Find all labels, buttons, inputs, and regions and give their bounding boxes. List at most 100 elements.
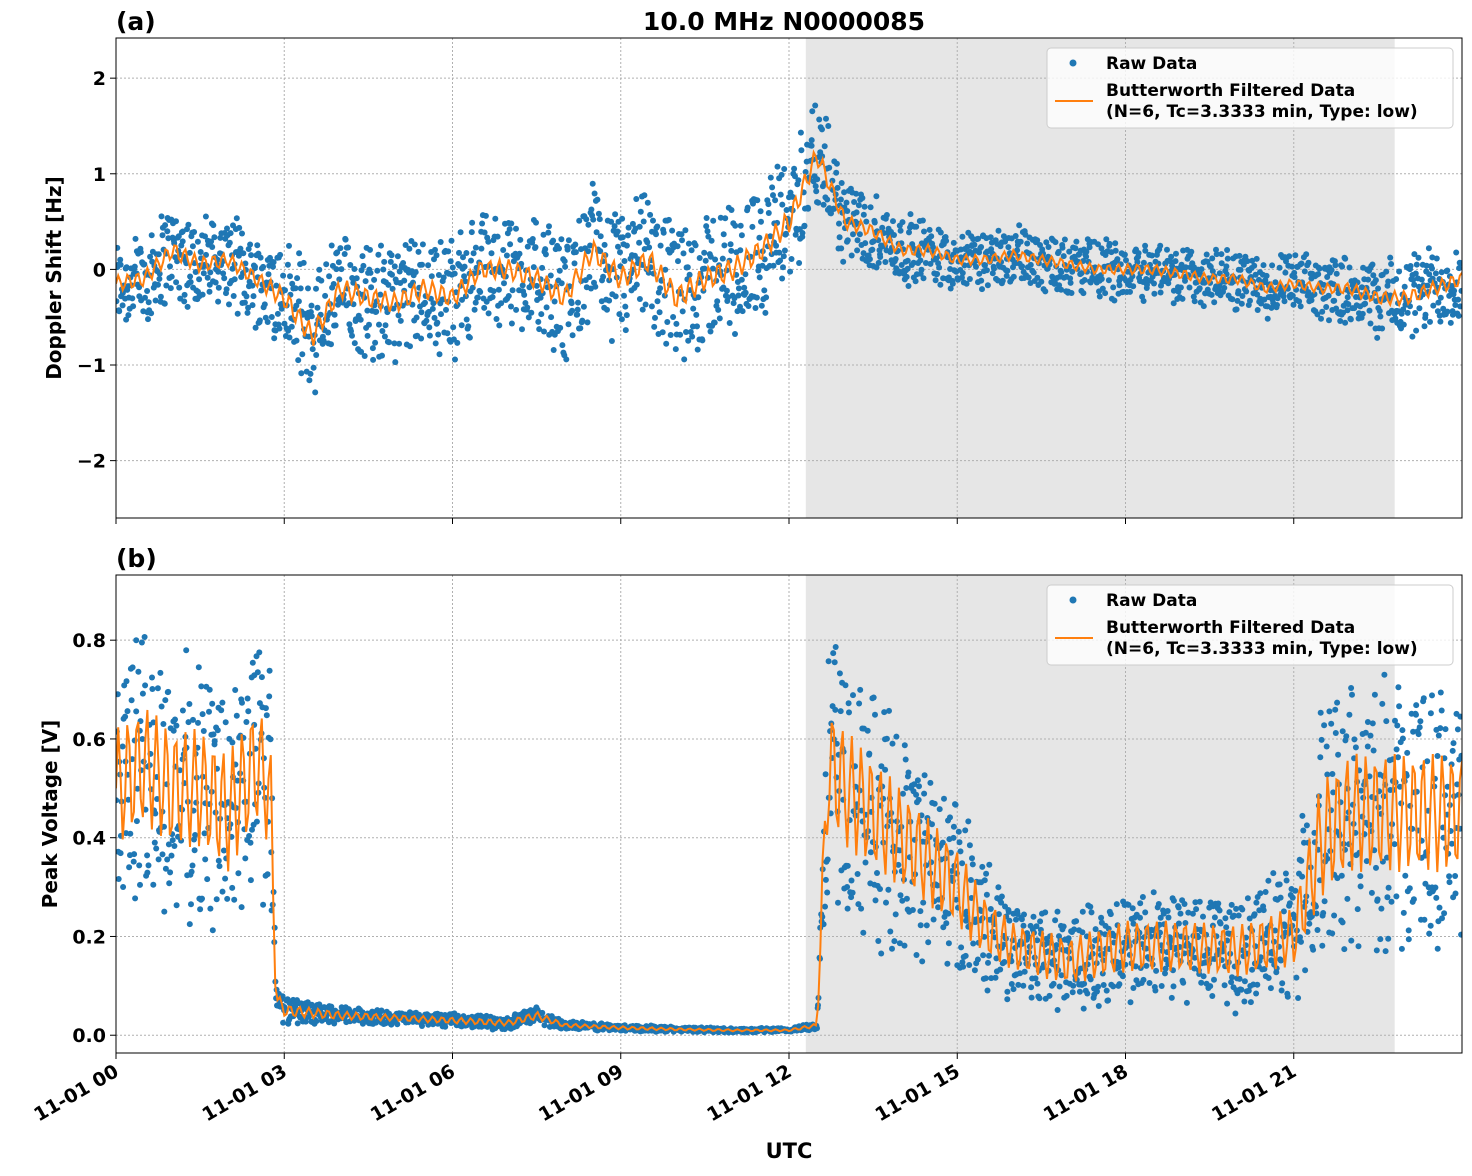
raw-data-point — [351, 340, 358, 347]
raw-data-point — [152, 297, 159, 304]
raw-data-point — [155, 856, 162, 863]
raw-data-point — [256, 317, 263, 324]
raw-data-point — [948, 868, 955, 874]
raw-data-point — [381, 333, 388, 340]
raw-data-point — [1158, 983, 1165, 989]
raw-data-point — [1191, 965, 1198, 972]
raw-data-point — [1362, 729, 1369, 736]
raw-data-point — [843, 199, 850, 206]
raw-data-point — [376, 321, 382, 328]
raw-data-point — [737, 222, 744, 229]
raw-data-point — [1175, 920, 1182, 927]
raw-data-point — [357, 316, 364, 323]
raw-data-point — [124, 708, 131, 715]
raw-data-point — [1119, 973, 1126, 980]
raw-data-point — [305, 285, 311, 292]
raw-data-point — [1182, 264, 1189, 271]
raw-data-point — [669, 227, 676, 234]
raw-data-point — [196, 276, 203, 283]
raw-data-point — [586, 274, 593, 280]
legend-entry: Raw Data — [1106, 54, 1197, 74]
raw-data-point — [1084, 990, 1091, 997]
raw-data-point — [186, 701, 193, 707]
raw-data-point — [428, 273, 435, 280]
raw-data-point — [866, 750, 873, 757]
raw-data-point — [249, 659, 256, 666]
raw-data-point — [136, 284, 143, 291]
raw-data-point — [1430, 302, 1437, 309]
raw-data-point — [295, 357, 302, 364]
raw-data-point — [695, 294, 702, 301]
raw-data-point — [1422, 311, 1429, 318]
raw-data-point — [918, 266, 925, 273]
raw-data-point — [479, 220, 486, 227]
raw-data-point — [571, 260, 578, 267]
raw-data-point — [1338, 872, 1345, 879]
raw-data-point — [1381, 671, 1388, 678]
raw-data-point — [323, 261, 330, 268]
raw-data-point — [680, 250, 687, 257]
raw-data-point — [1088, 909, 1095, 916]
raw-data-point — [824, 856, 831, 863]
raw-data-point — [654, 223, 661, 230]
raw-data-point — [915, 796, 922, 803]
raw-data-point — [930, 244, 936, 251]
raw-data-point — [722, 215, 729, 222]
raw-data-point — [333, 266, 340, 273]
raw-data-point — [1367, 320, 1374, 327]
raw-data-point — [313, 1018, 320, 1025]
raw-data-point — [239, 699, 245, 706]
raw-data-point — [1441, 910, 1448, 917]
raw-data-point — [1340, 309, 1347, 316]
raw-data-point — [1437, 725, 1444, 732]
raw-data-point — [257, 254, 264, 261]
raw-data-point — [1368, 889, 1375, 896]
raw-data-point — [150, 719, 157, 726]
raw-data-point — [1241, 998, 1248, 1005]
raw-data-point — [738, 276, 745, 283]
x-axis-label: UTC — [766, 1139, 813, 1163]
raw-data-point — [1244, 258, 1251, 265]
raw-data-point — [1288, 263, 1295, 270]
raw-data-point — [937, 229, 944, 236]
raw-data-point — [535, 318, 542, 325]
raw-data-point — [958, 274, 965, 281]
raw-data-point — [1121, 251, 1128, 258]
raw-data-point — [1042, 909, 1049, 916]
raw-data-point — [394, 253, 401, 260]
raw-data-point — [878, 950, 885, 957]
raw-data-point — [1189, 910, 1196, 917]
x-tick-label: 11-01 00 — [30, 1060, 122, 1126]
raw-data-point — [773, 242, 780, 249]
raw-data-point — [1248, 274, 1254, 280]
raw-data-point — [138, 639, 145, 646]
raw-data-point — [1053, 942, 1060, 949]
raw-data-point — [154, 796, 161, 802]
raw-data-point — [1318, 736, 1325, 743]
raw-data-point — [1055, 248, 1062, 255]
raw-data-point — [360, 262, 367, 269]
raw-data-point — [169, 837, 176, 844]
raw-data-point — [889, 740, 896, 747]
raw-data-point — [294, 275, 301, 282]
raw-data-point — [959, 860, 966, 867]
raw-data-point — [1030, 269, 1037, 276]
raw-data-point — [692, 242, 699, 249]
raw-data-point — [1018, 916, 1025, 923]
raw-data-point — [366, 321, 372, 328]
raw-data-point — [270, 259, 277, 266]
raw-data-point — [1366, 307, 1373, 314]
raw-data-point — [271, 335, 278, 342]
raw-data-point — [176, 284, 183, 291]
raw-data-point — [1296, 298, 1303, 305]
raw-data-point — [992, 974, 999, 981]
raw-data-point — [1143, 962, 1150, 969]
raw-data-point — [1054, 1007, 1061, 1013]
raw-data-point — [808, 142, 815, 149]
raw-data-point — [1391, 841, 1398, 848]
y-axis-label: Doppler Shift [Hz] — [42, 176, 66, 380]
raw-data-point — [1036, 995, 1043, 1002]
raw-data-point — [1421, 323, 1428, 330]
raw-data-point — [1196, 898, 1203, 905]
raw-data-point — [276, 325, 283, 332]
